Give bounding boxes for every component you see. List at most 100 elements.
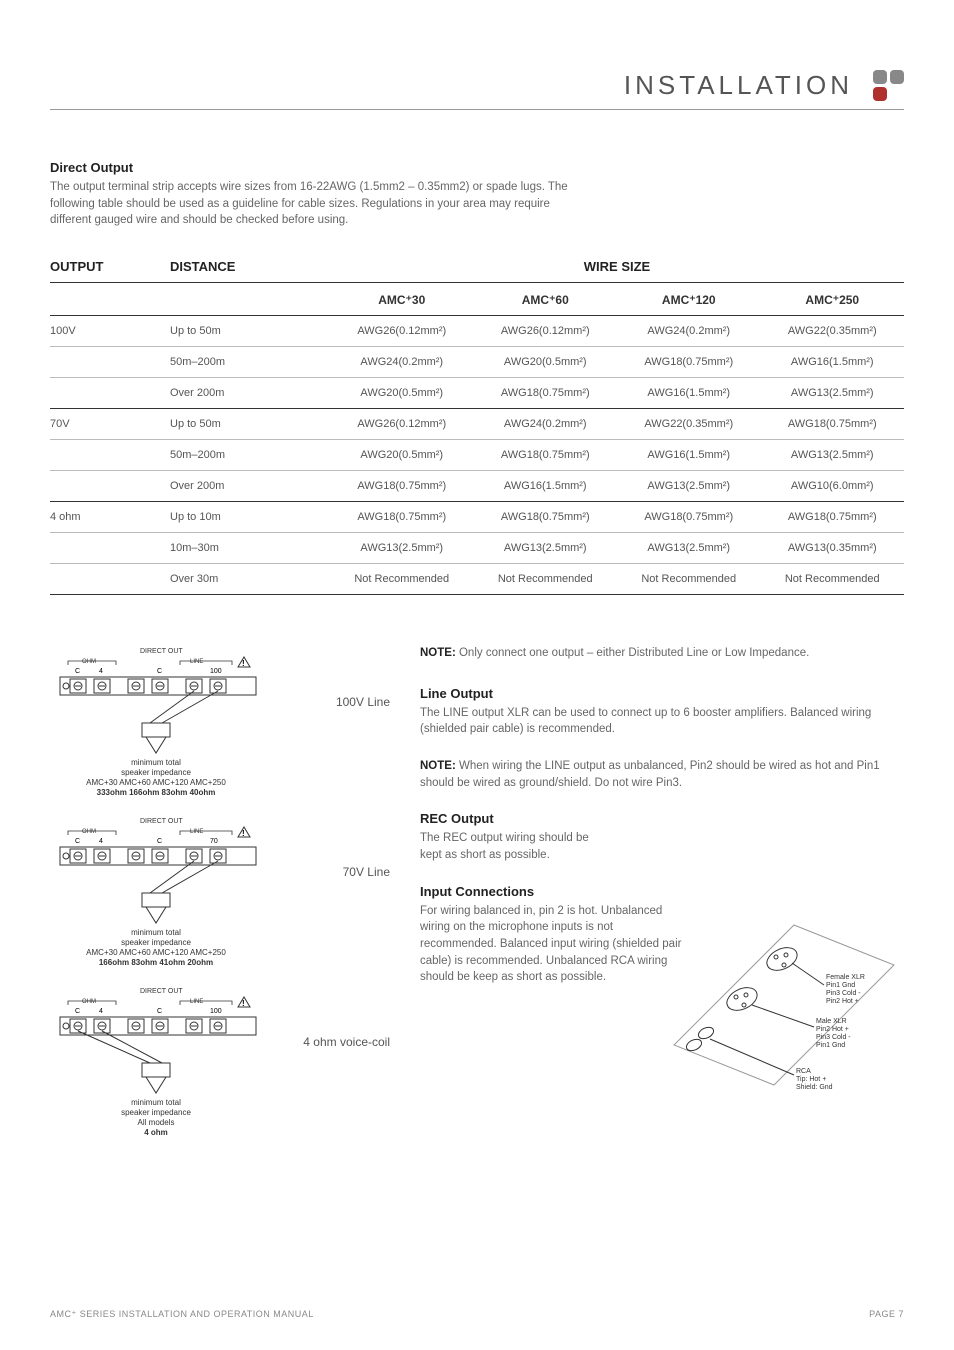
wire-size-cell: AWG13(2.5mm²) [474, 542, 618, 554]
wire-size-cell: AWG26(0.12mm²) [330, 418, 474, 430]
wire-size-cell: AWG22(0.35mm²) [617, 418, 761, 430]
svg-text:333ohm 166ohm 83ohm 40oh: 333ohm 166ohm 83ohm 40ohm [97, 788, 216, 795]
logo-dot [890, 70, 904, 84]
svg-text:!: ! [242, 829, 245, 838]
wire-size-cell: AWG24(0.2mm²) [474, 418, 618, 430]
diagram-label: 4 ohm voice-coil [303, 1035, 390, 1049]
wire-size-cell: AWG18(0.75mm²) [617, 511, 761, 523]
table-row: 50m–200mAWG20(0.5mm²)AWG18(0.75mm²)AWG16… [50, 440, 904, 471]
table-row: Over 200mAWG20(0.5mm²)AWG18(0.75mm²)AWG1… [50, 378, 904, 409]
svg-text:166ohm 83ohm 41ohm 20oh: 166ohm 83ohm 41ohm 20ohm [99, 958, 213, 965]
output-cell [50, 542, 170, 554]
text-column: NOTE: Only connect one output – either D… [420, 645, 904, 1155]
direct-output-body: The output terminal strip accepts wire s… [50, 179, 570, 229]
output-cell: 70V [50, 418, 170, 430]
conn-label: Shield: Gnd [796, 1084, 833, 1091]
wire-size-cell: AWG20(0.5mm²) [330, 387, 474, 399]
svg-text:C: C [157, 1008, 162, 1015]
wire-size-cell: Not Recommended [330, 573, 474, 585]
note-text: Only connect one output – either Distrib… [456, 647, 810, 659]
conn-label: Tip: Hot + [796, 1076, 826, 1083]
wire-size-cell: Not Recommended [474, 573, 618, 585]
table-model-row: AMC⁺30 AMC⁺60 AMC⁺120 AMC⁺250 [50, 282, 904, 316]
col-header-output: OUTPUT [50, 259, 170, 274]
distance-cell: Over 30m [170, 573, 330, 585]
wire-size-cell: AWG20(0.5mm²) [330, 449, 474, 461]
note-text: When wiring the LINE output as unbalance… [420, 760, 880, 789]
terminal-diagram: DIRECT OUT OHM LINE C 4 C 100 ! [50, 985, 280, 1135]
rec-output-heading: REC Output [420, 811, 904, 826]
wire-size-cell: AWG18(0.75mm²) [761, 511, 905, 523]
page-header: INSTALLATION [50, 70, 904, 110]
diagram-block: DIRECT OUT OHM LINE C 4 C 70 ! [50, 815, 380, 965]
svg-text:100: 100 [210, 1008, 222, 1015]
wire-size-cell: AWG20(0.5mm²) [474, 356, 618, 368]
wire-size-cell: AWG13(2.5mm²) [761, 449, 905, 461]
svg-text:!: ! [242, 999, 245, 1008]
terminal-diagram: DIRECT OUT OHM LINE C 4 C 70 ! [50, 815, 280, 965]
model-label: AMC⁺60 [474, 293, 618, 307]
distance-cell: 50m–200m [170, 449, 330, 461]
wire-size-cell: AWG16(1.5mm²) [617, 387, 761, 399]
svg-text:minimum total: minimum total [131, 928, 181, 937]
svg-text:C: C [75, 838, 80, 845]
svg-text:100: 100 [210, 668, 222, 675]
svg-text:All models: All models [138, 1118, 175, 1127]
wire-size-cell: AWG18(0.75mm²) [330, 511, 474, 523]
distance-cell: Up to 10m [170, 511, 330, 523]
svg-text:OHM: OHM [82, 999, 96, 1005]
svg-text:4: 4 [99, 838, 103, 845]
svg-text:minimum total: minimum total [131, 1098, 181, 1107]
conn-label: Pin2 Hot + [826, 998, 859, 1005]
direct-output-section: Direct Output The output terminal strip … [50, 160, 904, 229]
logo-dot [890, 87, 904, 101]
diagram-block: DIRECT OUT OHM LINE C 4 C 100 ! [50, 985, 380, 1135]
svg-text:LINE: LINE [190, 999, 203, 1005]
connector-diagram: Female XLR Pin1 Gnd Pin3 Cold - Pin2 Hot… [664, 915, 904, 1115]
svg-text:DIRECT OUT: DIRECT OUT [140, 648, 183, 655]
diagram-block: DIRECT OUT OHM LINE C 4 C 100 ! [50, 645, 380, 795]
logo-dot [873, 87, 887, 101]
col-header-distance: DISTANCE [170, 259, 330, 274]
line-output-heading: Line Output [420, 686, 904, 701]
table-row: 70VUp to 50mAWG26(0.12mm²)AWG24(0.2mm²)A… [50, 409, 904, 440]
wire-size-cell: AWG22(0.35mm²) [761, 325, 905, 337]
conn-label: Pin1 Gnd [826, 982, 855, 989]
output-cell [50, 480, 170, 492]
conn-label: Pin3 Cold - [826, 990, 861, 997]
svg-text:DIRECT OUT: DIRECT OUT [140, 818, 183, 825]
wire-size-cell: AWG13(2.5mm²) [617, 542, 761, 554]
terminal-diagram: DIRECT OUT OHM LINE C 4 C 100 ! [50, 645, 280, 795]
diagram-label: 70V Line [343, 865, 390, 879]
col-header-wiresize: WIRE SIZE [330, 259, 904, 274]
model-label: AMC⁺250 [761, 293, 905, 307]
wire-size-cell: AWG18(0.75mm²) [761, 418, 905, 430]
header-logo-dots [873, 70, 904, 101]
svg-text:70: 70 [210, 838, 218, 845]
table-row: Over 200mAWG18(0.75mm²)AWG16(1.5mm²)AWG1… [50, 471, 904, 502]
diagrams-column: DIRECT OUT OHM LINE C 4 C 100 ! [50, 645, 380, 1155]
table-row: Over 30mNot RecommendedNot RecommendedNo… [50, 564, 904, 595]
svg-text:C: C [75, 1008, 80, 1015]
conn-label: Pin2 Hot + [816, 1026, 849, 1033]
wire-size-cell: AWG13(0.35mm²) [761, 542, 905, 554]
svg-text:LINE: LINE [190, 659, 203, 665]
output-cell [50, 573, 170, 585]
conn-label: RCA [796, 1068, 811, 1075]
svg-text:AMC+30 AMC+60 AMC+120 AMC+2: AMC+30 AMC+60 AMC+120 AMC+250 [86, 778, 226, 787]
svg-text:speaker impedance: speaker impedance [121, 768, 191, 777]
wire-size-cell: AWG16(1.5mm²) [761, 356, 905, 368]
output-cell [50, 356, 170, 368]
table-row: 4 ohmUp to 10mAWG18(0.75mm²)AWG18(0.75mm… [50, 502, 904, 533]
wire-size-cell: AWG18(0.75mm²) [474, 387, 618, 399]
wire-size-cell: AWG24(0.2mm²) [330, 356, 474, 368]
line-output-body: The LINE output XLR can be used to conne… [420, 705, 904, 738]
note-label: NOTE: [420, 760, 456, 772]
table-row: 10m–30mAWG13(2.5mm²)AWG13(2.5mm²)AWG13(2… [50, 533, 904, 564]
conn-label: Male XLR [816, 1018, 847, 1025]
wire-size-cell: Not Recommended [761, 573, 905, 585]
svg-text:speaker impedance: speaker impedance [121, 1108, 191, 1117]
input-connections-heading: Input Connections [420, 884, 904, 899]
svg-text:4: 4 [99, 1008, 103, 1015]
conn-label: Female XLR [826, 974, 865, 981]
